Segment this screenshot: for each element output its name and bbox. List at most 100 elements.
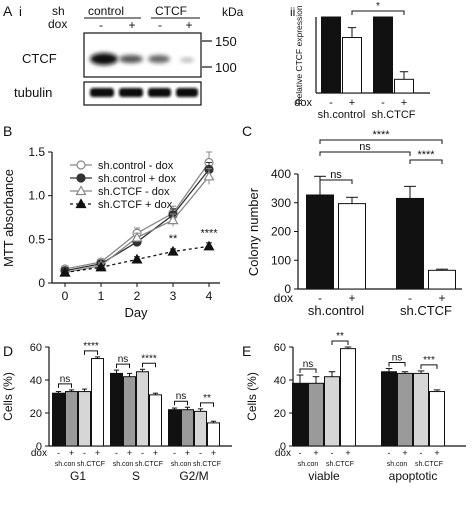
data-point bbox=[76, 160, 86, 170]
panel-a-sub-i: i bbox=[19, 4, 22, 19]
y-tick-label: 60 bbox=[30, 342, 42, 354]
blot-row-ctcf-label: CTCF bbox=[22, 51, 57, 66]
x-tick-label: 0 bbox=[62, 289, 69, 303]
significance-label: ns bbox=[118, 354, 129, 365]
significance-label: **** bbox=[83, 341, 99, 352]
significance-label: ns bbox=[60, 374, 71, 385]
significance-bracket bbox=[319, 139, 443, 144]
bar bbox=[381, 371, 397, 447]
data-point bbox=[59, 266, 71, 277]
dox-mark: - bbox=[299, 448, 302, 458]
dox-mark: - bbox=[83, 448, 86, 458]
blot-row-tubulin-label: tubulin bbox=[14, 85, 52, 100]
y-tick-label: 20 bbox=[30, 408, 42, 420]
bar bbox=[136, 371, 149, 447]
x-tick-label: 3 bbox=[170, 289, 177, 303]
panel-a-blot: A i sh dox control CTCF - + - + kDa CTCF… bbox=[3, 3, 244, 106]
significance-bracket bbox=[319, 179, 353, 184]
data-point bbox=[95, 261, 107, 272]
y-tick-label: 100 bbox=[271, 253, 291, 267]
blot-kda-label: kDa bbox=[222, 5, 244, 19]
blot-band bbox=[148, 88, 171, 97]
y-tick-label: 0 bbox=[280, 441, 286, 453]
y-tick-label: 0 bbox=[38, 276, 45, 290]
chart-a-ii: Relative CTCF expression *dox - + - +sh.contr… bbox=[294, 1, 430, 121]
dox-mark: + bbox=[127, 448, 132, 458]
dox-mark: - bbox=[318, 291, 322, 305]
bar bbox=[52, 392, 65, 447]
sub-group-label: sh.CTCF bbox=[415, 461, 443, 468]
blot-dox-mark: + bbox=[185, 18, 192, 32]
panel-d-label: D bbox=[3, 343, 13, 359]
y-tick-label: 20 bbox=[274, 408, 286, 420]
legend-label: sh.CTCF + dox bbox=[98, 199, 173, 211]
y-tick-label: 300 bbox=[271, 196, 291, 210]
bar bbox=[123, 376, 136, 447]
panel-b-label: B bbox=[3, 123, 12, 139]
blot-band bbox=[176, 88, 198, 97]
dox-mark: - bbox=[199, 448, 202, 458]
group-label: sh.control bbox=[308, 303, 364, 318]
blot-dox-mark: - bbox=[99, 18, 103, 32]
dox-mark: - bbox=[420, 448, 423, 458]
dox-mark: + bbox=[349, 97, 355, 109]
bar bbox=[91, 358, 104, 447]
significance-label: **** bbox=[141, 353, 157, 364]
significance-bracket bbox=[331, 340, 349, 345]
bar bbox=[373, 16, 393, 94]
panel-c-label: C bbox=[242, 123, 252, 139]
dox-mark: + bbox=[95, 448, 100, 458]
data-point bbox=[75, 185, 87, 196]
dox-mark: - bbox=[173, 448, 176, 458]
data-point bbox=[75, 198, 87, 209]
bar bbox=[324, 376, 340, 447]
blot-dox-mark: - bbox=[158, 18, 162, 32]
y-tick-label: 400 bbox=[271, 167, 291, 181]
bar bbox=[65, 391, 78, 447]
significance-label: ns bbox=[330, 169, 342, 181]
legend-label: sh.CTCF - dox bbox=[98, 186, 170, 198]
bar bbox=[396, 197, 424, 290]
significance-bracket bbox=[351, 10, 405, 15]
bar bbox=[338, 203, 366, 290]
dox-mark: - bbox=[115, 448, 118, 458]
dox-label: dox bbox=[274, 291, 293, 305]
dox-mark: + bbox=[402, 448, 407, 458]
blot-band bbox=[90, 88, 114, 97]
group-label: G2/M bbox=[179, 469, 208, 483]
dox-mark: + bbox=[211, 448, 216, 458]
blot-group-ctcf: CTCF bbox=[155, 4, 187, 18]
group-label: viable bbox=[308, 469, 340, 483]
dox-mark: + bbox=[185, 448, 190, 458]
significance-bracket bbox=[200, 402, 214, 407]
significance-label: ns bbox=[359, 141, 371, 153]
sub-group-label: sh.con bbox=[113, 461, 134, 468]
y-axis-title: Cells (%) bbox=[1, 372, 15, 421]
bar bbox=[397, 372, 413, 447]
data-point bbox=[76, 173, 86, 183]
data-point bbox=[167, 214, 179, 225]
dox-mark: - bbox=[381, 97, 385, 109]
significance-bracket bbox=[299, 368, 317, 374]
blot-header-sh: sh bbox=[52, 4, 65, 18]
x-tick-label: 2 bbox=[134, 289, 141, 303]
bar bbox=[292, 382, 308, 447]
blot-band bbox=[90, 53, 118, 65]
panel-a-label: A bbox=[3, 3, 13, 19]
x-tick-label: 4 bbox=[206, 289, 213, 303]
blot-band bbox=[180, 57, 194, 63]
significance-bracket bbox=[319, 151, 411, 156]
group-label: S bbox=[132, 469, 140, 483]
significance-label: ns bbox=[176, 391, 187, 402]
bar bbox=[321, 16, 341, 94]
dox-label: dox bbox=[294, 97, 312, 109]
sub-group-label: sh.CTCF bbox=[326, 461, 354, 468]
significance-label: * bbox=[376, 1, 380, 12]
dox-mark: + bbox=[313, 448, 318, 458]
significance-label: **** bbox=[372, 129, 390, 141]
significance-bracket bbox=[116, 363, 130, 369]
significance-bracket bbox=[142, 362, 156, 368]
blot-group-control: control bbox=[88, 4, 124, 18]
